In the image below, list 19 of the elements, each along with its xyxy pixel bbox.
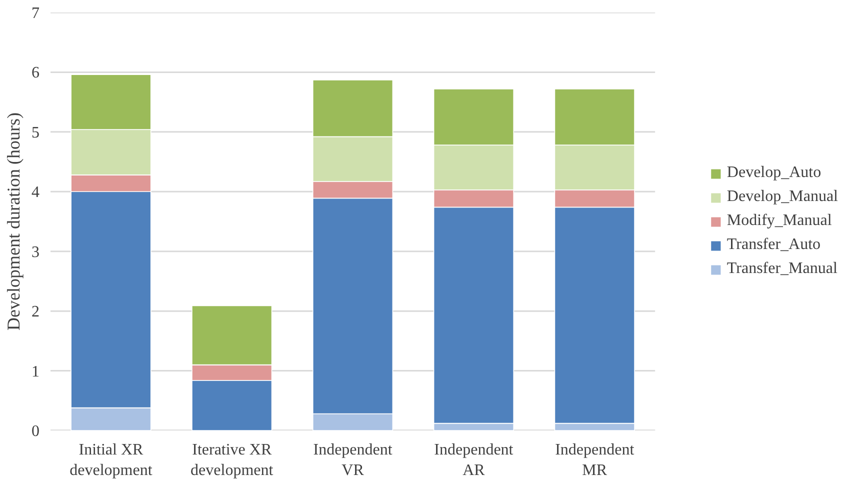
legend-label: Transfer_Manual	[726, 260, 838, 278]
y-tick-label: 0	[32, 423, 40, 440]
legend-label: Develop_Manual	[726, 188, 838, 206]
x-tick-label: Independent MR	[555, 442, 635, 479]
x-tick-label: Initial XR development	[70, 442, 153, 479]
y-tick-label: 3	[32, 244, 40, 261]
y-tick-label: 7	[32, 5, 40, 22]
x-tick-label: Independent VR	[313, 442, 393, 479]
y-tick-label: 2	[32, 304, 40, 321]
legend-label: Modify_Manual	[726, 212, 832, 230]
y-axis-title: Development duration (hours)	[4, 112, 24, 330]
x-tick-label: Iterative XR development	[190, 442, 274, 479]
y-tick-label: 4	[32, 184, 40, 202]
y-tick-label: 6	[32, 64, 40, 82]
legend-label: Develop_Auto	[726, 164, 822, 182]
y-tick-label: 1	[32, 363, 40, 380]
y-tick-label: 5	[32, 124, 40, 142]
legend-label: Transfer_Auto	[726, 236, 821, 254]
x-tick-label: Independent AR	[434, 442, 514, 479]
